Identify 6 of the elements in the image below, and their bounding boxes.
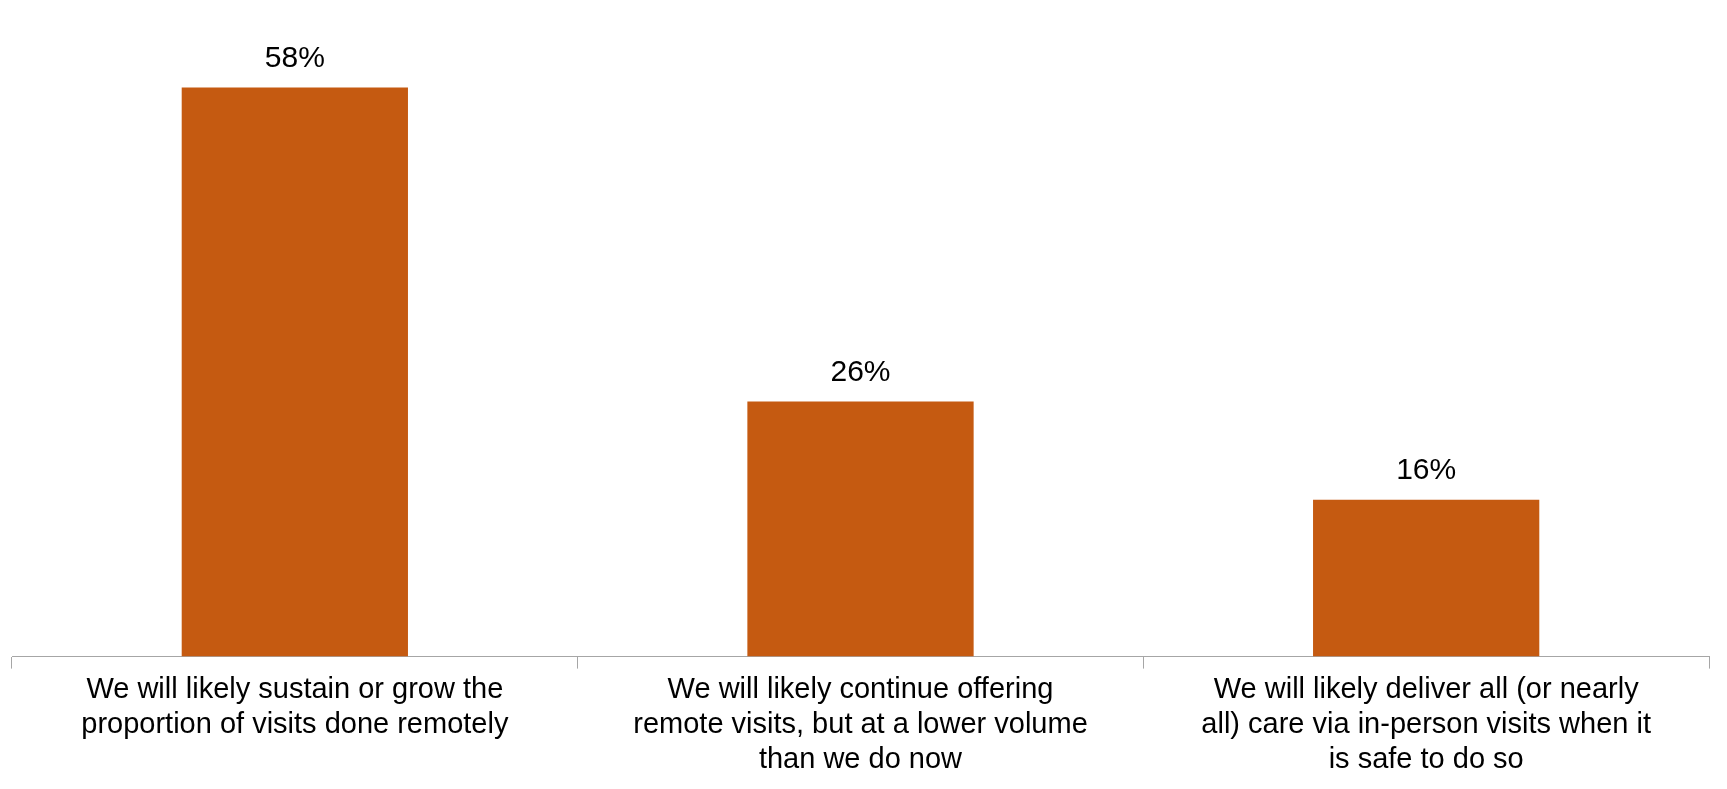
x-tick-label: We will likely continue offering remote visits, but at a lower volume than we do now bbox=[633, 672, 1088, 774]
data-label: 26% bbox=[830, 353, 891, 387]
x-tick-label: We will likely deliver all (or nearly all) care via in-person visits when it is safe to do so bbox=[1201, 672, 1651, 774]
data-label: 58% bbox=[264, 39, 325, 73]
data-label: 16% bbox=[1396, 451, 1457, 485]
x-tick-label: We will likely sustain or grow the proportion of visits done remotely bbox=[81, 672, 509, 739]
